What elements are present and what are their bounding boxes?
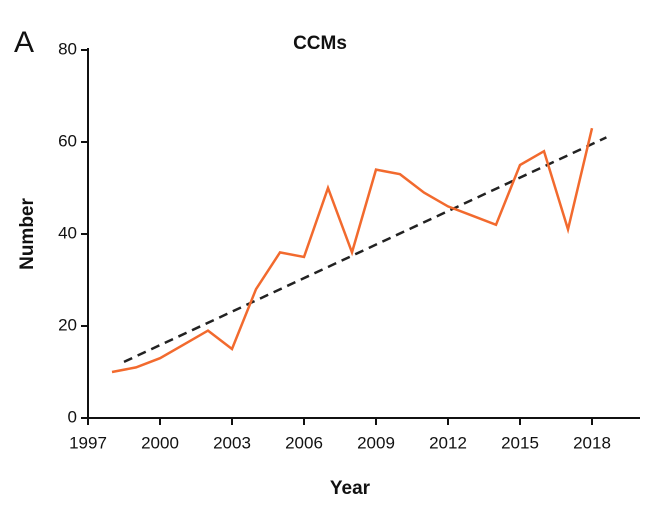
- y-axis-label: Number: [17, 198, 38, 270]
- y-tick-label: 80: [58, 39, 77, 58]
- x-tick-label: 2000: [141, 433, 179, 452]
- x-tick-label: 2006: [285, 433, 323, 452]
- x-tick-label: 2012: [429, 433, 467, 452]
- y-tick-label: 60: [58, 131, 77, 150]
- x-tick-label: 2018: [573, 433, 611, 452]
- data-line: [111, 127, 594, 374]
- x-axis-label: Year: [330, 478, 371, 499]
- y-tick-label: 20: [58, 315, 77, 334]
- chart-title: CCMs: [293, 33, 347, 54]
- x-tick-label: 2003: [213, 433, 251, 452]
- y-tick-label: 40: [58, 223, 77, 242]
- trend-line: [123, 136, 607, 364]
- x-tick-label: 2009: [357, 433, 395, 452]
- panel-label: A: [14, 26, 34, 59]
- y-tick-label: 0: [68, 407, 77, 426]
- x-tick-label: 2015: [501, 433, 539, 452]
- x-tick-label: 1997: [69, 433, 107, 452]
